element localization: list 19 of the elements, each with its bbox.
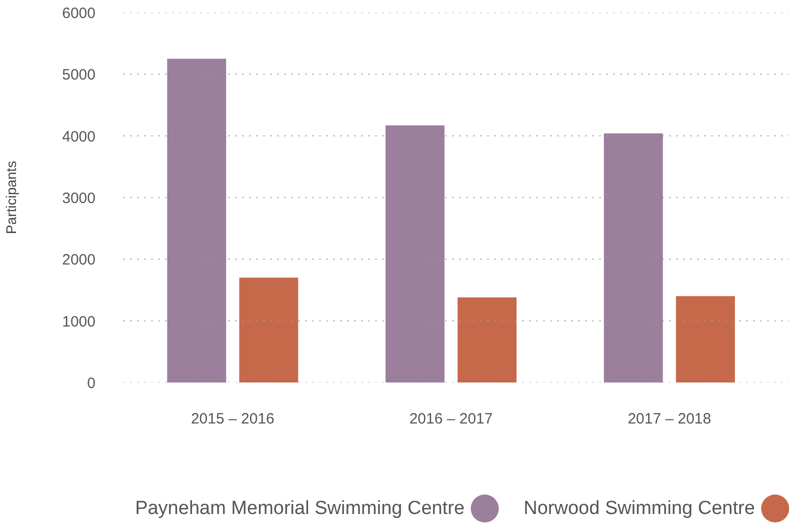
bar [386, 125, 444, 382]
x-tick-label: 2015 – 2016 [190, 410, 274, 428]
y-tick-label: 3000 [62, 190, 96, 207]
bar [604, 133, 663, 382]
y-tick-label: 0 [87, 375, 96, 392]
y-tick-label: 2000 [62, 252, 96, 269]
bar [167, 58, 226, 382]
legend-label: Payneham Memorial Swimming Centre [135, 498, 465, 519]
y-tick-label: 1000 [62, 313, 96, 330]
y-tick-label: 5000 [62, 66, 96, 84]
y-axis-title: Participants [3, 160, 20, 234]
bar [676, 296, 735, 382]
x-tick-label: 2017 – 2018 [628, 410, 712, 428]
y-tick-label: 6000 [62, 5, 96, 22]
bar [458, 297, 517, 382]
bar [239, 278, 298, 382]
y-tick-label: 4000 [62, 128, 96, 146]
legend-label: Norwood Swimming Centre [524, 498, 755, 519]
x-tick-label: 2016 – 2017 [409, 410, 493, 428]
